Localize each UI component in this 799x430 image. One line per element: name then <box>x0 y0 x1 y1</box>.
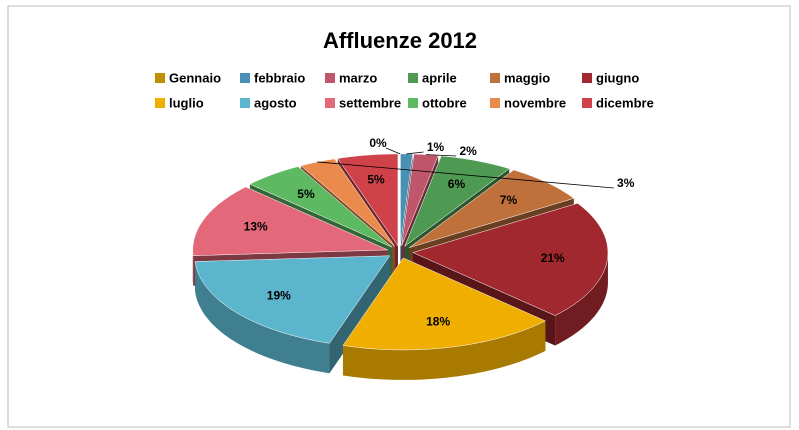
legend-label: novembre <box>504 95 566 110</box>
data-label: 21% <box>541 251 565 265</box>
chart-title: Affluenze 2012 <box>323 28 477 53</box>
legend-swatch <box>408 98 418 108</box>
data-label: 13% <box>244 220 268 234</box>
legend-label: dicembre <box>596 95 654 110</box>
leader-line <box>385 147 401 155</box>
legend-label: maggio <box>504 70 550 85</box>
slice <box>192 186 388 256</box>
legend-label: agosto <box>254 95 297 110</box>
legend-label: settembre <box>339 95 401 110</box>
legend-swatch <box>490 73 500 83</box>
legend-label: giugno <box>596 70 639 85</box>
data-label: 5% <box>297 187 315 201</box>
legend-swatch <box>325 73 335 83</box>
legend-swatch <box>582 73 592 83</box>
slice-wall <box>342 320 546 380</box>
slice <box>337 153 399 247</box>
slice <box>342 257 546 351</box>
legend-swatch <box>490 98 500 108</box>
leader-line <box>317 161 614 189</box>
legend-label: luglio <box>169 95 204 110</box>
slice <box>249 166 393 248</box>
data-label: 6% <box>448 177 466 191</box>
legend-swatch <box>408 73 418 83</box>
data-label: 3% <box>617 176 635 190</box>
slice <box>194 255 391 344</box>
legend-swatch <box>325 98 335 108</box>
data-label: 7% <box>500 193 518 207</box>
data-label: 18% <box>426 314 450 328</box>
data-label: 1% <box>427 140 445 154</box>
legend-label: Gennaio <box>169 70 221 85</box>
slice <box>404 155 510 248</box>
slice <box>412 203 609 316</box>
legend-label: aprile <box>422 70 457 85</box>
legend-swatch <box>240 98 250 108</box>
legend-swatch <box>582 98 592 108</box>
legend-label: ottobre <box>422 95 467 110</box>
data-label: 0% <box>369 136 387 150</box>
slice <box>409 169 575 248</box>
legend-swatch <box>155 73 165 83</box>
legend-label: febbraio <box>254 70 305 85</box>
legend-swatch <box>155 98 165 108</box>
data-label: 19% <box>267 289 291 303</box>
legend-swatch <box>240 73 250 83</box>
slice-wall <box>195 261 330 374</box>
leader-line <box>406 151 424 155</box>
data-label: 2% <box>460 144 478 158</box>
data-label: 5% <box>367 173 385 187</box>
legend-label: marzo <box>339 70 377 85</box>
leader-line <box>426 154 457 157</box>
